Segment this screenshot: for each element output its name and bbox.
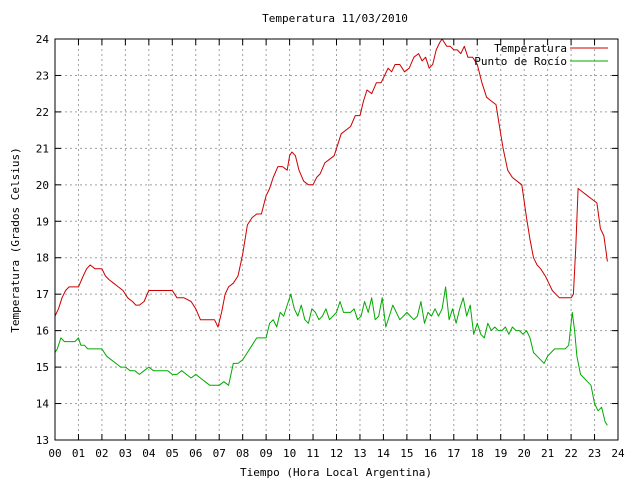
x-tick-label: 06: [189, 447, 202, 460]
x-tick-label: 20: [518, 447, 531, 460]
x-tick-label: 03: [119, 447, 132, 460]
x-tick-label: 16: [424, 447, 437, 460]
x-axis-label: Tiempo (Hora Local Argentina): [240, 466, 432, 479]
chart-title: Temperatura 11/03/2010: [262, 12, 408, 25]
x-tick-label: 13: [353, 447, 366, 460]
y-tick-label: 15: [36, 361, 49, 374]
x-tick-label: 19: [494, 447, 507, 460]
x-axis-ticks: 00 01 02 03 04 05 06 07 08 09 10 11 12 13 14 15 16 17 18 19…: [48, 39, 625, 460]
x-tick-label: 08: [236, 447, 249, 460]
y-axis-label: Temperatura (Grados Celsius): [9, 147, 22, 332]
y-tick-label: 18: [36, 252, 49, 265]
x-tick-label: 17: [447, 447, 460, 460]
x-tick-label: 23: [588, 447, 601, 460]
legend-label-temperatura: Temperatura: [494, 42, 567, 55]
x-tick-label: 00: [48, 447, 61, 460]
y-tick-label: 19: [36, 215, 49, 228]
y-tick-label: 20: [36, 179, 49, 192]
series-line-temperatura: [54, 38, 608, 328]
x-tick-label: 22: [564, 447, 577, 460]
y-tick-label: 23: [36, 69, 49, 82]
x-tick-label: 05: [166, 447, 179, 460]
x-tick-label: 12: [330, 447, 343, 460]
x-tick-label: 18: [471, 447, 484, 460]
plot-frame: [54, 38, 619, 441]
x-tick-label: 14: [377, 447, 391, 460]
x-tick-label: 21: [541, 447, 554, 460]
x-tick-label: 04: [142, 447, 156, 460]
x-tick-label: 24: [611, 447, 625, 460]
y-tick-label: 22: [36, 106, 49, 119]
y-tick-label: 17: [36, 288, 49, 301]
series-line-punto-de-rocio: [54, 286, 608, 426]
x-tick-label: 09: [260, 447, 273, 460]
x-tick-label: 11: [306, 447, 319, 460]
y-tick-label: 14: [36, 398, 50, 411]
y-tick-label: 16: [36, 325, 49, 338]
y-tick-label: 21: [36, 142, 49, 155]
y-tick-label: 13: [36, 434, 49, 447]
grid-lines: [55, 39, 618, 440]
legend-label-punto-de-rocio: Punto de Rocío: [474, 55, 567, 68]
legend: Temperatura Punto de Rocío: [474, 42, 608, 68]
x-tick-label: 15: [400, 447, 413, 460]
x-tick-label: 07: [213, 447, 226, 460]
x-tick-label: 02: [95, 447, 108, 460]
series-lines: [54, 38, 608, 426]
x-tick-label: 10: [283, 447, 296, 460]
y-tick-label: 24: [36, 33, 50, 46]
x-tick-label: 01: [72, 447, 85, 460]
